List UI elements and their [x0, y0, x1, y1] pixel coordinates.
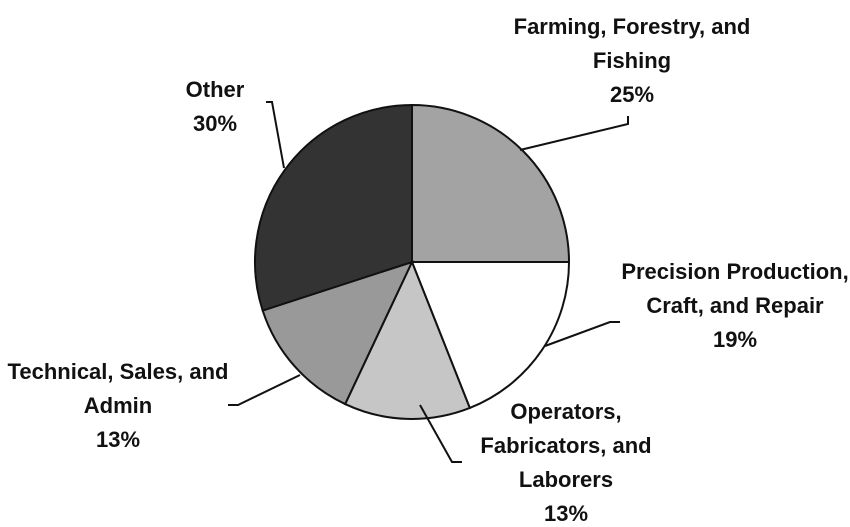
value-label: 19% [712, 327, 758, 352]
pie-slice [411, 103, 571, 263]
leader-line [266, 101, 285, 169]
pie-slice [261, 260, 414, 406]
value-label: 13% [95, 427, 141, 452]
category-label: Other [185, 77, 245, 102]
pie-slice [343, 259, 472, 420]
leader-line [519, 116, 629, 151]
leader-line [419, 404, 462, 463]
slice-label: Operators, Fabricators, and Laborers 13% [460, 395, 672, 527]
slice-label: Other 30% [175, 73, 255, 141]
slice-label: Precision Production, Craft, and Repair 1… [620, 255, 850, 357]
category-label: Technical, Sales, and Admin [7, 359, 229, 418]
slice-label: Technical, Sales, and Admin 13% [6, 355, 230, 457]
category-label: Precision Production, Craft, and Repair [621, 259, 849, 318]
value-label: 25% [609, 82, 655, 107]
slice-label: Farming, Forestry, and Fishing 25% [512, 10, 752, 112]
leader-line [228, 374, 301, 406]
pie-slice [254, 103, 413, 312]
pie-slice [410, 261, 571, 410]
value-label: 13% [543, 501, 589, 526]
category-label: Farming, Forestry, and Fishing [513, 14, 751, 73]
category-label: Operators, Fabricators, and Laborers [480, 399, 652, 492]
value-label: 30% [192, 111, 238, 136]
leader-line [544, 321, 620, 347]
